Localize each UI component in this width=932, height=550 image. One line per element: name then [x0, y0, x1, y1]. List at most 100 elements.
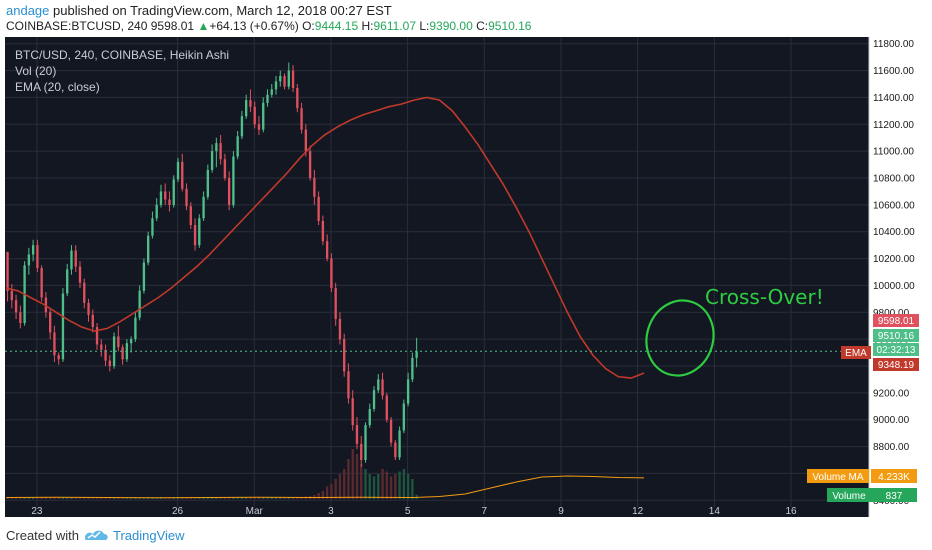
candle[interactable] [66, 263, 69, 297]
candle[interactable] [134, 312, 137, 342]
candle[interactable] [87, 298, 90, 322]
candle[interactable] [372, 386, 376, 412]
candle[interactable] [172, 175, 175, 208]
candle[interactable] [402, 399, 406, 434]
chart-svg[interactable]: Cross-Over! 11800.00 11600.00 11400.00 1120… [5, 37, 927, 517]
candle[interactable] [95, 323, 99, 350]
candle[interactable] [74, 245, 77, 272]
candle[interactable] [308, 145, 312, 181]
candle[interactable] [215, 137, 218, 168]
candle[interactable] [411, 352, 414, 383]
candle[interactable] [202, 191, 205, 221]
candle[interactable] [283, 73, 286, 90]
price-axis[interactable] [868, 37, 927, 517]
legend-ema[interactable]: EMA (20, close) [15, 80, 100, 94]
candle[interactable] [181, 153, 184, 192]
candle[interactable] [198, 214, 201, 248]
candle[interactable] [19, 305, 22, 329]
candle[interactable] [151, 211, 154, 239]
tradingview-logo-icon[interactable] [82, 527, 110, 543]
candle[interactable] [83, 278, 86, 309]
candle[interactable] [155, 198, 158, 221]
candle[interactable] [394, 439, 397, 460]
candle[interactable] [142, 258, 146, 294]
candle[interactable] [334, 282, 337, 326]
candle[interactable] [14, 294, 18, 319]
candle[interactable] [40, 265, 43, 302]
candle[interactable] [108, 355, 111, 372]
candle[interactable] [245, 94, 248, 119]
author-link[interactable]: andage [6, 3, 50, 18]
candle[interactable] [189, 202, 192, 230]
candle[interactable] [36, 239, 39, 272]
candle[interactable] [240, 110, 244, 140]
candle[interactable] [125, 339, 129, 362]
candle[interactable] [325, 234, 329, 262]
candle[interactable] [117, 325, 120, 352]
candle[interactable] [176, 157, 180, 183]
candle[interactable] [274, 75, 278, 95]
candle[interactable] [206, 164, 210, 200]
candle[interactable] [10, 284, 13, 309]
candle[interactable] [300, 102, 303, 134]
candle[interactable] [381, 372, 384, 400]
candle[interactable] [53, 325, 56, 362]
candle[interactable] [377, 374, 380, 393]
candle[interactable] [138, 285, 141, 321]
candle[interactable] [313, 169, 316, 205]
candle[interactable] [232, 151, 235, 208]
candle[interactable] [355, 417, 359, 450]
tradingview-brand[interactable]: TradingView [113, 528, 185, 543]
candle[interactable] [112, 332, 116, 369]
candle[interactable] [210, 144, 214, 173]
candle[interactable] [193, 218, 197, 251]
candle[interactable] [249, 89, 252, 113]
candle[interactable] [164, 183, 167, 205]
candle[interactable] [91, 309, 94, 333]
candle[interactable] [338, 312, 342, 345]
candle[interactable] [321, 215, 325, 246]
candle[interactable] [347, 363, 350, 404]
candle[interactable] [104, 344, 107, 366]
candle[interactable] [236, 131, 239, 160]
candle[interactable] [360, 435, 363, 467]
candle[interactable] [6, 251, 9, 302]
candle[interactable] [257, 116, 261, 136]
candle[interactable] [48, 308, 52, 340]
candle[interactable] [270, 84, 273, 98]
candle[interactable] [61, 288, 65, 362]
chart-area[interactable]: Cross-Over! 11800.00 11600.00 11400.00 1120… [5, 37, 927, 517]
candle[interactable] [70, 245, 73, 275]
candle[interactable] [317, 191, 320, 225]
candle[interactable] [78, 261, 82, 289]
candle[interactable] [406, 372, 410, 407]
candle[interactable] [129, 336, 133, 353]
candle[interactable] [168, 191, 171, 212]
candle[interactable] [364, 422, 367, 463]
candle[interactable] [287, 62, 290, 90]
legend-volume[interactable]: Vol (20) [15, 64, 57, 78]
candle[interactable] [121, 344, 124, 365]
legend-symbol[interactable]: BTC/USD, 240, COINBASE, Heikin Ashi [15, 48, 230, 62]
candle[interactable] [223, 153, 227, 181]
candle[interactable] [27, 247, 31, 275]
candle[interactable] [296, 84, 299, 113]
candle[interactable] [330, 253, 333, 293]
candle[interactable] [262, 97, 265, 133]
candle[interactable] [343, 333, 346, 377]
candle[interactable] [227, 171, 231, 211]
candle[interactable] [253, 101, 256, 129]
candle[interactable] [291, 65, 295, 93]
candle[interactable] [385, 392, 388, 423]
candle[interactable] [147, 231, 150, 266]
candle[interactable] [100, 339, 103, 357]
candle[interactable] [351, 390, 354, 431]
candle[interactable] [398, 426, 401, 460]
candle[interactable] [31, 239, 35, 262]
candle[interactable] [368, 403, 371, 428]
candle[interactable] [57, 352, 60, 365]
candle[interactable] [389, 417, 393, 447]
candle[interactable] [266, 89, 269, 107]
candle[interactable] [279, 70, 282, 87]
candle[interactable] [219, 135, 222, 165]
